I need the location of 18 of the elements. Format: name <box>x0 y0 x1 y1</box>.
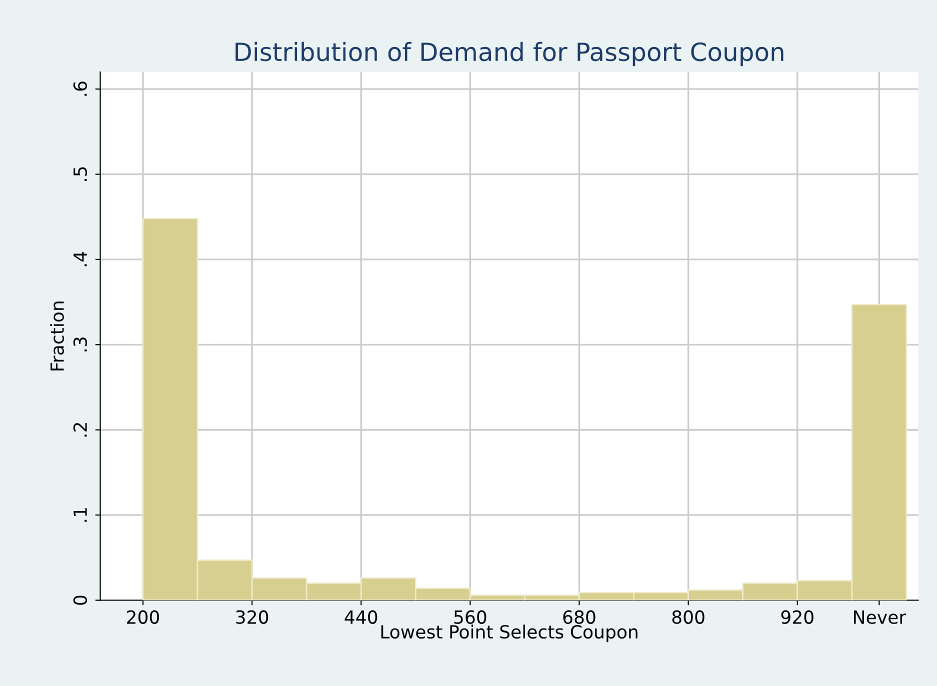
x-tick-label: 560 <box>454 610 486 624</box>
chart-title: Distribution of Demand for Passport Coupon <box>236 42 784 66</box>
y-tick-label: .1 <box>74 508 87 522</box>
y-tick-label: 0 <box>73 596 88 605</box>
y-tick-label: .2 <box>73 423 87 437</box>
x-tick-label: 800 <box>672 610 704 624</box>
x-tick-label: 680 <box>563 610 596 624</box>
x-tick-label: 920 <box>781 610 814 624</box>
x-tick-label: 320 <box>236 610 268 624</box>
y-tick-label: .6 <box>73 82 88 96</box>
x-tick-label: Never <box>854 610 906 624</box>
x-tick-label: 440 <box>344 610 378 624</box>
x-tick-label: 200 <box>127 610 160 624</box>
y-axis-title: Fraction <box>50 302 64 370</box>
x-axis-title: Lowest Point Selects Coupon <box>381 624 638 642</box>
y-tick-label: .3 <box>73 337 88 352</box>
y-tick-label: .5 <box>74 167 88 181</box>
y-tick-label: .4 <box>74 252 87 266</box>
